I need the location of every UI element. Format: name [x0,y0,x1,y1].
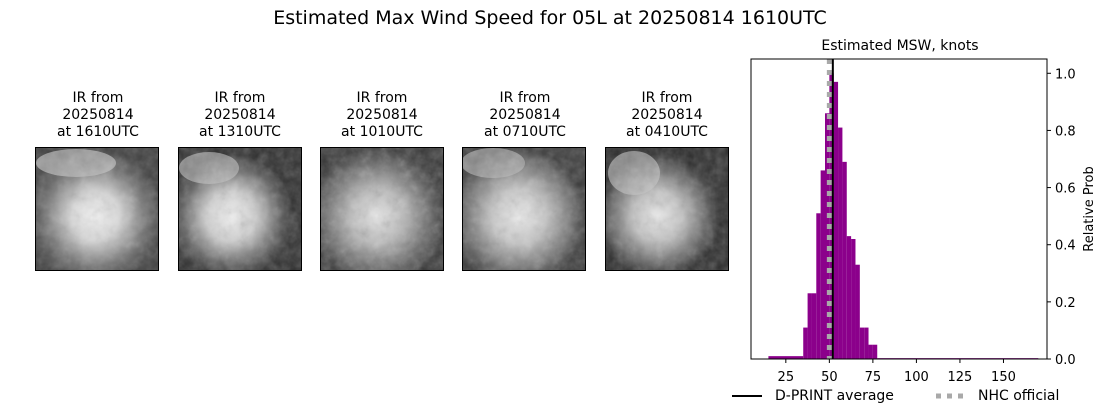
legend-nhc-label: NHC official [978,388,1060,404]
x-tick-label: 100 [904,370,929,385]
histogram-bar-3 [811,293,817,359]
ir-image-1610utc [35,147,159,271]
ir-panel-3-line1: IR from [356,90,408,106]
y-tick-label: 0.2 [1055,296,1076,311]
ir-panel-5-line1: IR from [641,90,693,106]
ir-panel-1-line1: IR from [72,90,124,106]
histogram-bar-13 [855,264,860,359]
x-tick-label: 25 [778,370,795,385]
ir-image-0410utc [605,147,729,271]
histogram-bar-5 [820,170,825,359]
y-axis-ticks: 0.0 0.2 0.4 0.6 0.8 1.0 [1047,67,1076,368]
ir-panel-5-line2: 20250814 [631,107,703,123]
ir-panel-4-line3: at 0710UTC [484,124,566,140]
x-tick-label: 75 [865,370,882,385]
ir-panel-5-title: IR from 20250814 at 0410UTC [597,90,737,141]
histogram-bars [768,73,1039,360]
ir-panel-2-line2: 20250814 [204,107,276,123]
ir-panel-4-line1: IR from [499,90,551,106]
y-axis-label: Relative Prob [1082,166,1097,251]
x-axis-ticks: 25 50 75 100 125 150 [778,359,1016,385]
ir-panel-5-line3: at 0410UTC [626,124,708,140]
histogram-bar-12 [851,239,856,359]
ir-panel-2-title: IR from 20250814 at 1310UTC [170,90,310,141]
histogram-bar-14 [859,327,865,359]
ir-panel-1-title: IR from 20250814 at 1610UTC [28,90,168,141]
histogram-bar-17 [872,344,878,359]
x-tick-label: 50 [821,370,838,385]
histogram-bar-2 [807,293,812,359]
histogram-bar-15 [864,327,869,359]
ir-panel-1-line3: at 1610UTC [57,124,139,140]
chart-title: Estimated MSW, knots [821,38,978,54]
y-tick-label: 0.0 [1055,353,1076,368]
ir-panel-3-title: IR from 20250814 at 1010UTC [312,90,452,141]
ir-panel-4-line2: 20250814 [489,107,561,123]
histogram-bar-0 [768,356,804,359]
y-tick-label: 0.8 [1055,124,1076,139]
histogram-bar-1 [803,327,808,359]
x-tick-label: 125 [948,370,973,385]
y-tick-label: 0.6 [1055,182,1076,197]
legend-dprint-label: D-PRINT average [775,388,894,404]
ir-image-1310utc [178,147,302,271]
ir-panel-3-line3: at 1010UTC [341,124,423,140]
ir-image-0710utc [462,147,586,271]
y-tick-label: 0.4 [1055,239,1076,254]
ir-panel-1-line2: 20250814 [62,107,134,123]
y-tick-label: 1.0 [1055,67,1076,82]
ir-panel-2-line1: IR from [214,90,266,106]
ir-panel-2-line3: at 1310UTC [199,124,281,140]
reference-lines [826,59,834,359]
histogram-bar-11 [846,236,852,359]
ir-panel-4-title: IR from 20250814 at 0710UTC [455,90,595,141]
histogram-bar-9 [838,127,843,359]
histogram-bar-8 [833,81,839,359]
ir-image-1010utc [320,147,444,271]
ir-panel-3-line2: 20250814 [346,107,418,123]
axes-frame [750,58,1048,360]
histogram-bar-4 [816,213,821,359]
figure-title: Estimated Max Wind Speed for 05L at 2025… [273,7,827,29]
histogram-bar-10 [842,161,847,359]
histogram-bar-16 [868,344,873,359]
x-tick-label: 150 [991,370,1016,385]
